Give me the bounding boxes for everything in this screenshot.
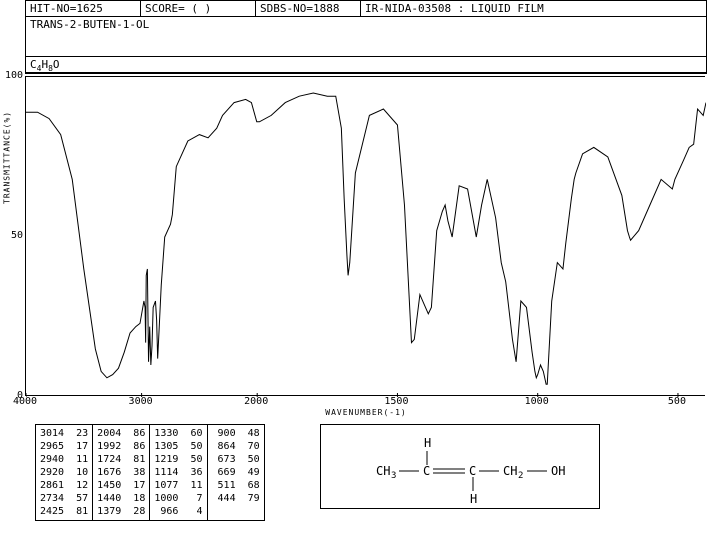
peak-row: 2425 81 (40, 505, 88, 518)
peak-row: 1219 50 (154, 453, 202, 466)
svg-text:CH: CH (503, 464, 517, 478)
bottom-row: 3014 232965 172940 112920 102861 122734 … (35, 424, 715, 521)
peak-row: 2004 86 (97, 427, 145, 440)
formula-row: C4H8O (25, 57, 707, 74)
peak-row: 669 49 (212, 466, 260, 479)
x-tick: 4000 (13, 396, 37, 407)
peak-row: 2920 10 (40, 466, 88, 479)
y-tick: 100 (3, 70, 23, 81)
structure-diagram: CH3CCCH2OHHH (320, 424, 600, 509)
source-cell: IR-NIDA-03508 : LIQUID FILM (361, 1, 706, 16)
svg-text:H: H (424, 436, 431, 450)
peak-column: 900 48 864 70 673 50 669 49 511 68 444 7… (208, 425, 264, 520)
svg-text:C: C (469, 464, 476, 478)
peak-row: 1676 38 (97, 466, 145, 479)
sdbs-no-cell: SDBS-NO=1888 (256, 1, 361, 16)
svg-text:OH: OH (551, 464, 565, 478)
svg-text:CH: CH (376, 464, 390, 478)
peak-row: 1724 81 (97, 453, 145, 466)
peak-row: 1379 28 (97, 505, 145, 518)
peak-row: 1992 86 (97, 440, 145, 453)
peak-row: 1440 18 (97, 492, 145, 505)
peak-column: 3014 232965 172940 112920 102861 122734 … (36, 425, 93, 520)
x-axis-label: WAVENUMBER(-1) (325, 408, 406, 417)
x-tick: 3000 (129, 396, 153, 407)
peak-row: 966 4 (154, 505, 202, 518)
peak-row: 1305 50 (154, 440, 202, 453)
peak-column: 1330 601305 501219 501114 361077 111000 … (150, 425, 207, 520)
peak-column: 2004 861992 861724 811676 381450 171440 … (93, 425, 150, 520)
score-cell: SCORE= ( ) (141, 1, 256, 16)
formula-text: C4H8O (30, 58, 60, 71)
peak-row: 1330 60 (154, 427, 202, 440)
peak-row: 444 79 (212, 492, 260, 505)
peak-row: 1000 7 (154, 492, 202, 505)
plot-area (25, 76, 705, 396)
x-tick: 1500 (384, 396, 408, 407)
spectrum-line (26, 77, 706, 397)
peak-row: 2734 57 (40, 492, 88, 505)
peak-row: 2940 11 (40, 453, 88, 466)
peak-row: 511 68 (212, 479, 260, 492)
svg-text:2: 2 (518, 471, 523, 481)
hit-no-cell: HIT-NO=1625 (26, 1, 141, 16)
x-tick: 1000 (525, 396, 549, 407)
peak-row: 2965 17 (40, 440, 88, 453)
peak-row: 2861 12 (40, 479, 88, 492)
y-tick: 50 (3, 230, 23, 241)
compound-name-row: TRANS-2-BUTEN-1-OL (25, 17, 707, 57)
x-tick: 2000 (244, 396, 268, 407)
x-tick: 500 (668, 396, 686, 407)
peak-row: 3014 23 (40, 427, 88, 440)
svg-text:H: H (470, 492, 477, 506)
header-row: HIT-NO=1625 SCORE= ( ) SDBS-NO=1888 IR-N… (25, 0, 707, 17)
peak-row: 900 48 (212, 427, 260, 440)
peak-row: 1114 36 (154, 466, 202, 479)
structure-svg: CH3CCCH2OHHH (321, 425, 599, 508)
peak-row (212, 505, 260, 518)
peak-row: 673 50 (212, 453, 260, 466)
peak-row: 864 70 (212, 440, 260, 453)
peak-table: 3014 232965 172940 112920 102861 122734 … (35, 424, 265, 521)
svg-text:C: C (423, 464, 430, 478)
peak-row: 1450 17 (97, 479, 145, 492)
y-axis-label: TRANSMITTANCE(%) (3, 111, 12, 204)
svg-text:3: 3 (391, 471, 396, 481)
spectrum-chart: TRANSMITTANCE(%) WAVENUMBER(-1) 050100 4… (25, 76, 707, 416)
peak-row: 1077 11 (154, 479, 202, 492)
